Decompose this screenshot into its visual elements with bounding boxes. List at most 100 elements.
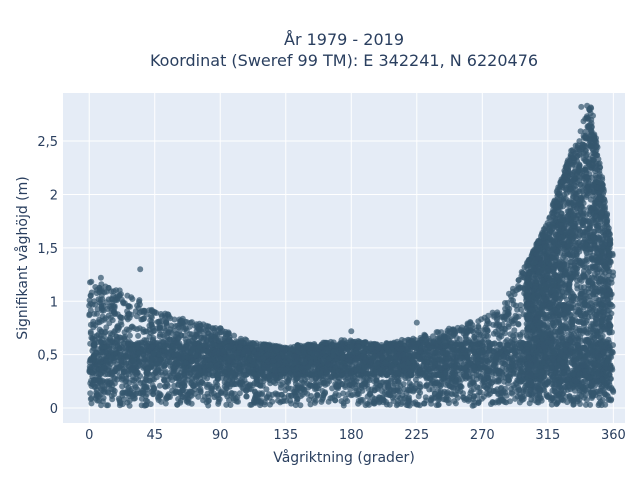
scatter-point [174,401,181,408]
scatter-point [445,375,452,382]
scatter-point [518,306,525,313]
scatter-point [454,394,461,401]
scatter-point [570,398,577,405]
scatter-point [205,397,212,404]
scatter-point [200,397,207,404]
scatter-point [391,388,397,395]
scatter-point [428,400,435,407]
scatter-point [433,402,440,409]
scatter-point [188,366,195,373]
scatter-point [175,372,182,379]
scatter-point [240,385,247,392]
scatter-point [513,388,520,395]
scatter-point [587,401,594,408]
scatter-point [281,394,288,401]
scatter-point [92,383,98,390]
scatter-point [308,382,314,389]
scatter-point [247,381,254,388]
scatter-point [162,400,169,407]
scatter-point [125,338,132,345]
scatter-point [583,396,590,403]
scatter-point [294,382,301,389]
scatter-point [348,377,355,384]
scatter-point [181,332,188,339]
scatter-point [143,377,150,383]
scatter-point [215,385,222,392]
scatter-point [288,400,295,407]
scatter-point [297,402,304,409]
scatter-point [257,382,264,389]
scatter-point [507,398,513,405]
scatter-point [471,402,477,409]
scatter-point [412,376,419,383]
scatter-point [405,398,412,405]
scatter-point [175,382,182,389]
scatter-point [151,385,158,392]
scatter-point [138,395,145,402]
scatter-point [359,397,366,403]
scatter-point [135,332,142,339]
scatter-point [226,397,232,404]
scatter-point [126,332,133,339]
scatter-point [414,401,421,408]
scatter-point [501,316,508,323]
scatter-point [437,383,444,389]
scatter-point [150,391,157,398]
scatter-point [379,379,386,386]
scatter-point [340,390,347,397]
scatter-point [371,395,378,402]
scatter-point [365,386,372,392]
scatter-point [243,393,250,400]
scatter-point [164,382,171,389]
scatter-point [119,392,126,399]
scatter-point [476,389,483,396]
scatter-point [104,378,111,385]
scatter-point [582,392,589,399]
scatter-point [156,382,163,389]
scatter-point [349,391,356,398]
scatter-point [475,398,482,405]
scatter-point [205,381,212,388]
scatter-point [102,371,109,378]
chart-title-line-2: Koordinat (Sweref 99 TM): E 342241, N 62… [150,51,538,70]
scatter-point [490,388,497,395]
scatter-point [231,332,238,339]
scatter-point [94,391,101,398]
scatter-point [364,400,371,407]
scatter-point [215,395,222,402]
scatter-point [147,401,154,408]
scatter-point [517,339,524,346]
scatter-point [274,391,281,398]
scatter-point [263,386,270,393]
scatter-point [605,396,612,403]
scatter-point [283,366,290,373]
scatter-point [117,314,124,320]
scatter-point [457,383,464,389]
scatter-point [501,325,508,332]
scatter-point [205,402,212,409]
scatter-point [171,360,178,367]
scatter-point [471,393,477,400]
scatter-point [119,375,126,382]
scatter-point [489,399,496,406]
scatter-point [512,395,519,402]
scatter-points [86,102,617,409]
scatter-point [553,400,560,407]
scatter-point [299,391,306,398]
scatter-point [227,402,234,408]
scatter-point [577,401,583,407]
scatter-point [100,395,107,401]
scatter-point [478,337,485,344]
scatter-point [105,402,111,409]
scatter-point [353,378,360,385]
scatter-point [285,379,292,386]
scatter-point [161,377,168,384]
scatter-point [332,397,339,404]
scatter-point [340,400,347,407]
scatter-point [140,389,146,396]
scatter-point [169,387,176,394]
scatter-point [197,389,204,396]
scatter-point [507,331,514,338]
scatter-point [329,385,336,392]
scatter-point [120,299,126,306]
